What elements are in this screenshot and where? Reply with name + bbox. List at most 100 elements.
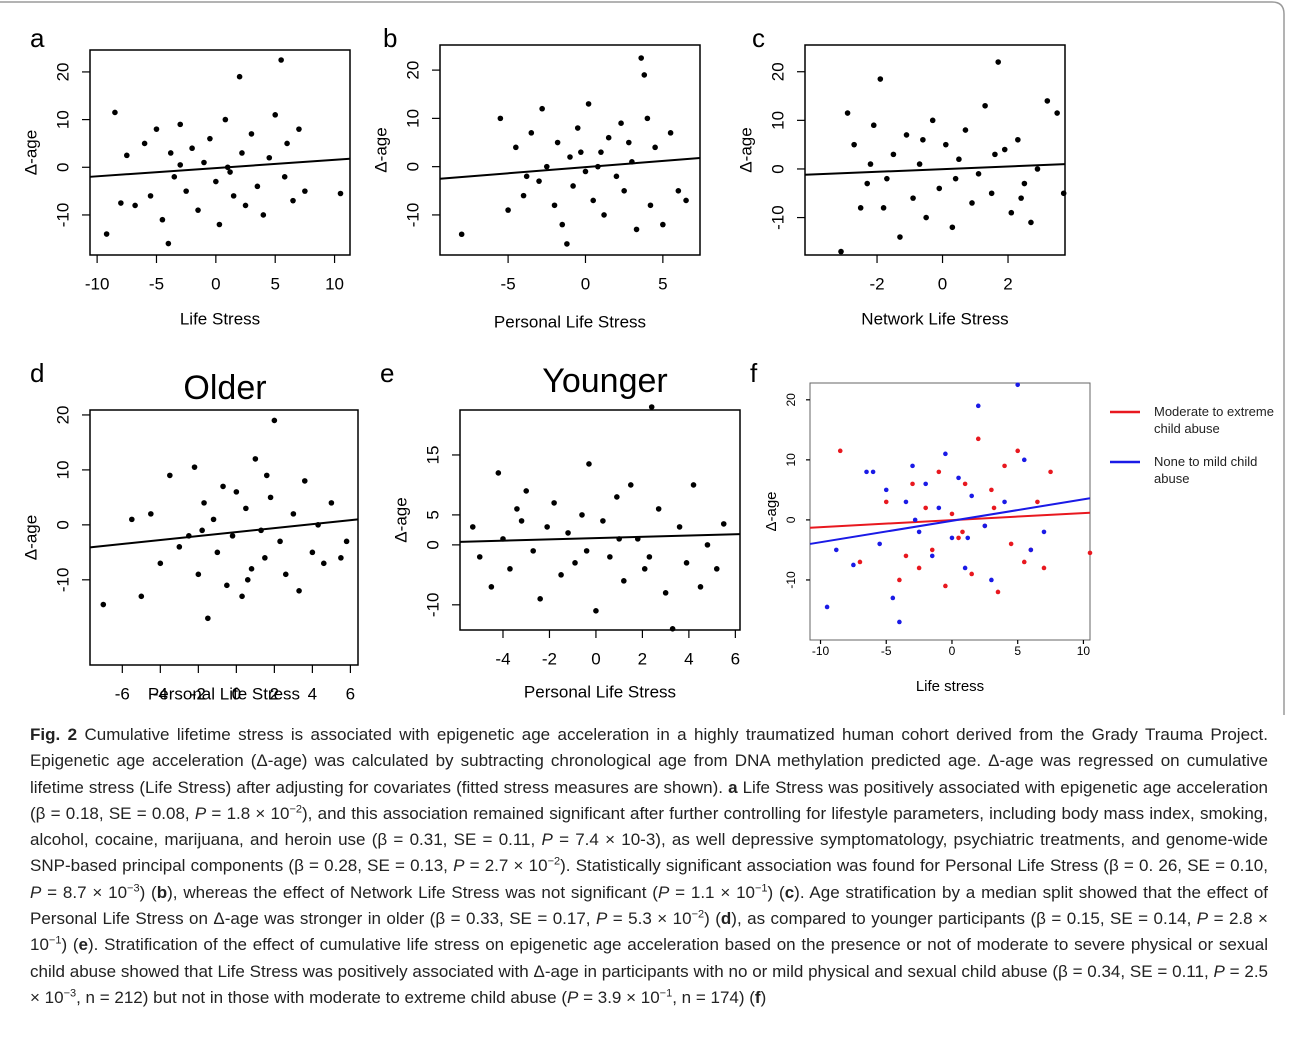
data-point: [903, 132, 910, 138]
data-point: [1018, 195, 1024, 201]
y-tick-label: 10: [768, 111, 787, 130]
y-tick-label: 20: [403, 61, 422, 80]
data-point: [564, 241, 570, 247]
data-point: [713, 566, 720, 572]
y-axis-label: Δ-age: [736, 127, 755, 172]
data-point: [582, 168, 589, 175]
data-point: [890, 595, 896, 601]
data-point: [118, 200, 124, 206]
y-tick-label: 10: [784, 453, 798, 467]
data-point: [690, 482, 697, 488]
data-point: [544, 524, 550, 530]
data-point: [605, 134, 612, 141]
data-point: [720, 521, 727, 527]
caption-text: e: [78, 935, 89, 955]
data-point: [199, 527, 205, 534]
x-axis-label: Life stress: [916, 678, 984, 695]
data-point: [956, 535, 961, 541]
data-point: [697, 584, 704, 590]
caption-text: ) (: [704, 909, 721, 929]
y-tick-label: 10: [53, 460, 72, 479]
x-tick-label: 0: [949, 644, 956, 658]
data-point: [124, 152, 130, 159]
data-point: [167, 150, 174, 156]
data-point: [851, 562, 856, 568]
caption-text: Life Stress was positively associated wi…: [30, 777, 1268, 823]
data-point: [1021, 457, 1027, 463]
data-point: [495, 470, 502, 476]
data-point: [962, 565, 968, 571]
caption-text: −3: [127, 882, 140, 895]
data-point: [936, 505, 942, 511]
data-point: [920, 136, 926, 143]
x-tick-label: -4: [153, 684, 168, 703]
data-point: [248, 566, 255, 572]
y-axis-label: Δ-age: [21, 515, 40, 560]
plot-frame: [804, 44, 1066, 256]
legend-label: None to mild child abuse: [1154, 454, 1258, 486]
data-point: [278, 57, 284, 63]
data-point: [884, 175, 890, 182]
data-point: [952, 175, 959, 182]
caption-text: = 7.4 × 10-3), as well depressive sympto…: [30, 830, 1268, 876]
data-point: [647, 202, 654, 209]
data-point: [949, 511, 955, 517]
data-point: [851, 141, 857, 148]
data-point: [598, 149, 604, 155]
data-point: [282, 571, 289, 578]
x-tick-label: 4: [684, 649, 693, 668]
data-point: [982, 523, 988, 529]
caption-text: b: [156, 882, 168, 902]
data-point: [962, 127, 969, 133]
data-point: [1015, 382, 1020, 388]
data-point: [600, 518, 606, 524]
y-tick-label: 0: [768, 164, 787, 173]
data-point: [607, 554, 613, 560]
y-axis-label: Δ-age: [763, 491, 780, 531]
legend-label: Moderate to extreme child abuse: [1154, 404, 1274, 436]
panel-label: d: [30, 358, 44, 388]
x-tick-label: 0: [591, 649, 600, 668]
y-tick-label: 15: [423, 445, 442, 464]
data-point: [518, 518, 525, 524]
data-point: [989, 577, 994, 583]
data-point: [277, 538, 283, 545]
caption-text: −2: [691, 908, 705, 921]
caption-text: Cumulative lifetime stress is associated…: [30, 725, 1268, 797]
data-point: [903, 499, 909, 505]
caption-text: P: [567, 987, 579, 1007]
data-point: [992, 151, 998, 158]
x-tick-label: 6: [346, 684, 355, 703]
data-point: [838, 248, 844, 255]
data-point: [138, 593, 145, 600]
data-point: [205, 615, 211, 622]
x-axis-label: Personal Life Stress: [524, 682, 676, 701]
data-point: [1015, 136, 1021, 143]
caption-text: −1: [659, 987, 673, 1000]
data-point: [929, 547, 935, 553]
caption-text: ), whereas the effect of Network Life St…: [167, 882, 658, 902]
data-point: [290, 511, 297, 517]
data-point: [1001, 146, 1008, 153]
y-tick-label: 20: [768, 62, 787, 81]
x-tick-label: 10: [1077, 644, 1091, 658]
data-point: [975, 436, 981, 442]
data-point: [214, 549, 221, 556]
y-tick-label: 0: [423, 540, 442, 549]
data-point: [936, 185, 943, 192]
data-point: [877, 76, 884, 82]
data-point: [975, 403, 981, 409]
data-point: [554, 139, 561, 146]
caption-text: P: [1196, 909, 1209, 929]
data-point: [975, 171, 982, 177]
data-point: [141, 140, 148, 147]
caption-text: d: [720, 909, 732, 929]
caption-text: P: [194, 803, 207, 823]
fit-line: [89, 157, 351, 178]
panel-title: Younger: [542, 362, 667, 400]
y-tick-label: -10: [403, 203, 422, 228]
data-point: [877, 541, 882, 547]
fit-line: [89, 518, 359, 549]
caption-text: −1: [48, 934, 62, 947]
plot-frame: [439, 44, 701, 256]
